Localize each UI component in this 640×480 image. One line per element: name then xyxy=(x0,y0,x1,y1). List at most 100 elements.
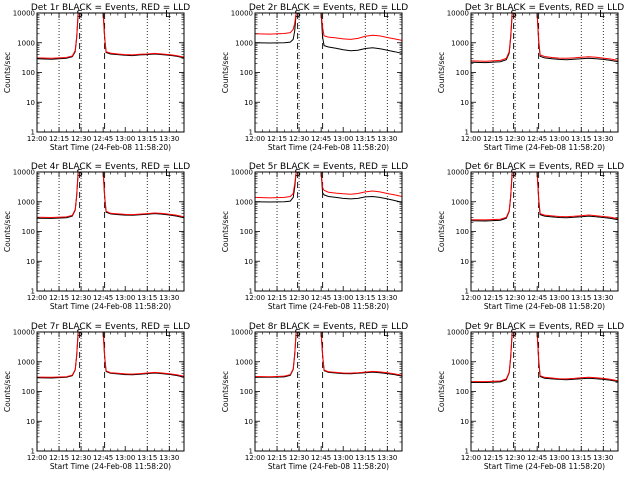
y-tick-label: 10 xyxy=(460,99,469,107)
plot-frame xyxy=(470,171,619,292)
y-tick-label: 10000 xyxy=(447,169,469,177)
x-tick-label: 12:45 xyxy=(93,454,113,462)
y-tick-label: 10 xyxy=(244,99,253,107)
x-tick-label: 12:45 xyxy=(93,294,113,302)
x-tick-label: 13:30 xyxy=(377,294,397,302)
x-tick-label: 12:45 xyxy=(527,454,547,462)
x-tick-label: 13:15 xyxy=(571,454,591,462)
y-axis-label: Counts/sec xyxy=(221,52,230,93)
panel-title: Det 2r BLACK = Events, RED = LLD xyxy=(249,3,408,13)
marker-label: S xyxy=(294,9,300,20)
series-line-lld xyxy=(37,13,184,59)
plot-frame xyxy=(36,331,185,452)
y-tick-label: 100 xyxy=(22,388,35,396)
x-axis-label: Start Time (24-Feb-08 11:58:20) xyxy=(268,462,389,471)
marker-label: L xyxy=(383,168,389,179)
x-axis-label: Start Time (24-Feb-08 11:58:20) xyxy=(484,302,605,311)
marker-label: L xyxy=(599,9,605,20)
y-tick-label: 10000 xyxy=(447,329,469,337)
panel-title: Det 5r BLACK = Events, RED = LLD xyxy=(249,162,408,172)
x-tick-label: 12:45 xyxy=(311,135,331,143)
panel-title: Det 7r BLACK = Events, RED = LLD xyxy=(31,322,190,332)
x-tick-label: 13:00 xyxy=(115,135,135,143)
marker-label: S xyxy=(510,168,516,179)
marker-label: S xyxy=(76,328,82,339)
x-tick-label: 13:30 xyxy=(377,454,397,462)
y-axis-label: Counts/sec xyxy=(437,52,446,93)
x-tick-label: 12:15 xyxy=(267,135,287,143)
x-tick-label: 13:15 xyxy=(137,294,157,302)
y-tick-label: 1000 xyxy=(235,39,253,47)
y-tick-label: 1000 xyxy=(17,39,35,47)
y-tick-label: 1 xyxy=(31,288,35,296)
y-tick-label: 100 xyxy=(22,69,35,77)
y-tick-label: 10000 xyxy=(231,169,253,177)
y-axis-label: Counts/sec xyxy=(221,371,230,412)
x-tick-label: 13:00 xyxy=(115,294,135,302)
marker-label: S xyxy=(294,168,300,179)
y-tick-label: 10000 xyxy=(13,329,35,337)
plot-frame xyxy=(470,12,619,133)
x-tick-label: 12:15 xyxy=(483,294,503,302)
y-tick-label: 10 xyxy=(244,258,253,266)
y-tick-label: 1000 xyxy=(17,198,35,206)
y-tick-label: 1 xyxy=(465,448,469,456)
y-tick-label: 1 xyxy=(31,129,35,137)
marker-label: L xyxy=(165,9,171,20)
series-line-lld xyxy=(471,172,618,221)
x-tick-label: 12:00 xyxy=(461,135,481,143)
y-tick-label: 10000 xyxy=(231,10,253,18)
panel-title: Det 4r BLACK = Events, RED = LLD xyxy=(31,162,190,172)
y-tick-label: 1 xyxy=(465,288,469,296)
x-tick-label: 12:45 xyxy=(527,294,547,302)
plot-frame xyxy=(36,12,185,133)
marker-label: S xyxy=(294,328,300,339)
x-tick-label: 12:30 xyxy=(71,294,91,302)
y-tick-label: 10000 xyxy=(13,169,35,177)
series-line-events xyxy=(255,172,402,203)
marker-label: S xyxy=(510,328,516,339)
x-tick-label: 13:15 xyxy=(571,135,591,143)
y-tick-label: 1 xyxy=(249,448,253,456)
marker-label: L xyxy=(383,328,389,339)
x-tick-label: 12:30 xyxy=(505,135,525,143)
series-line-lld xyxy=(37,332,184,378)
x-tick-label: 13:15 xyxy=(571,294,591,302)
y-tick-label: 10000 xyxy=(13,10,35,18)
x-tick-label: 13:00 xyxy=(333,294,353,302)
marker-label: L xyxy=(383,9,389,20)
x-tick-label: 13:30 xyxy=(159,135,179,143)
x-tick-label: 13:30 xyxy=(593,454,613,462)
x-tick-label: 12:00 xyxy=(245,454,265,462)
x-tick-label: 13:00 xyxy=(115,454,135,462)
x-axis-label: Start Time (24-Feb-08 11:58:20) xyxy=(50,462,171,471)
x-tick-label: 13:30 xyxy=(377,135,397,143)
x-axis-label: Start Time (24-Feb-08 11:58:20) xyxy=(268,302,389,311)
x-tick-label: 12:15 xyxy=(49,454,69,462)
x-tick-label: 12:15 xyxy=(267,294,287,302)
x-tick-label: 12:00 xyxy=(245,294,265,302)
marker-label: S xyxy=(76,168,82,179)
panel-title: Det 1r BLACK = Events, RED = LLD xyxy=(31,3,190,13)
x-tick-label: 12:15 xyxy=(483,135,503,143)
x-tick-label: 13:15 xyxy=(355,294,375,302)
x-tick-label: 13:00 xyxy=(549,454,569,462)
y-tick-label: 100 xyxy=(456,388,469,396)
y-tick-label: 10000 xyxy=(447,10,469,18)
x-tick-label: 13:00 xyxy=(549,135,569,143)
x-tick-label: 12:45 xyxy=(93,135,113,143)
x-tick-label: 13:15 xyxy=(137,454,157,462)
y-tick-label: 100 xyxy=(240,228,253,236)
y-tick-label: 10 xyxy=(460,418,469,426)
y-axis-label: Counts/sec xyxy=(221,211,230,252)
x-tick-label: 12:15 xyxy=(49,294,69,302)
x-tick-label: 12:00 xyxy=(27,135,47,143)
x-tick-label: 13:15 xyxy=(355,454,375,462)
x-tick-label: 12:15 xyxy=(483,454,503,462)
series-line-lld xyxy=(471,13,618,62)
x-tick-label: 13:30 xyxy=(593,294,613,302)
